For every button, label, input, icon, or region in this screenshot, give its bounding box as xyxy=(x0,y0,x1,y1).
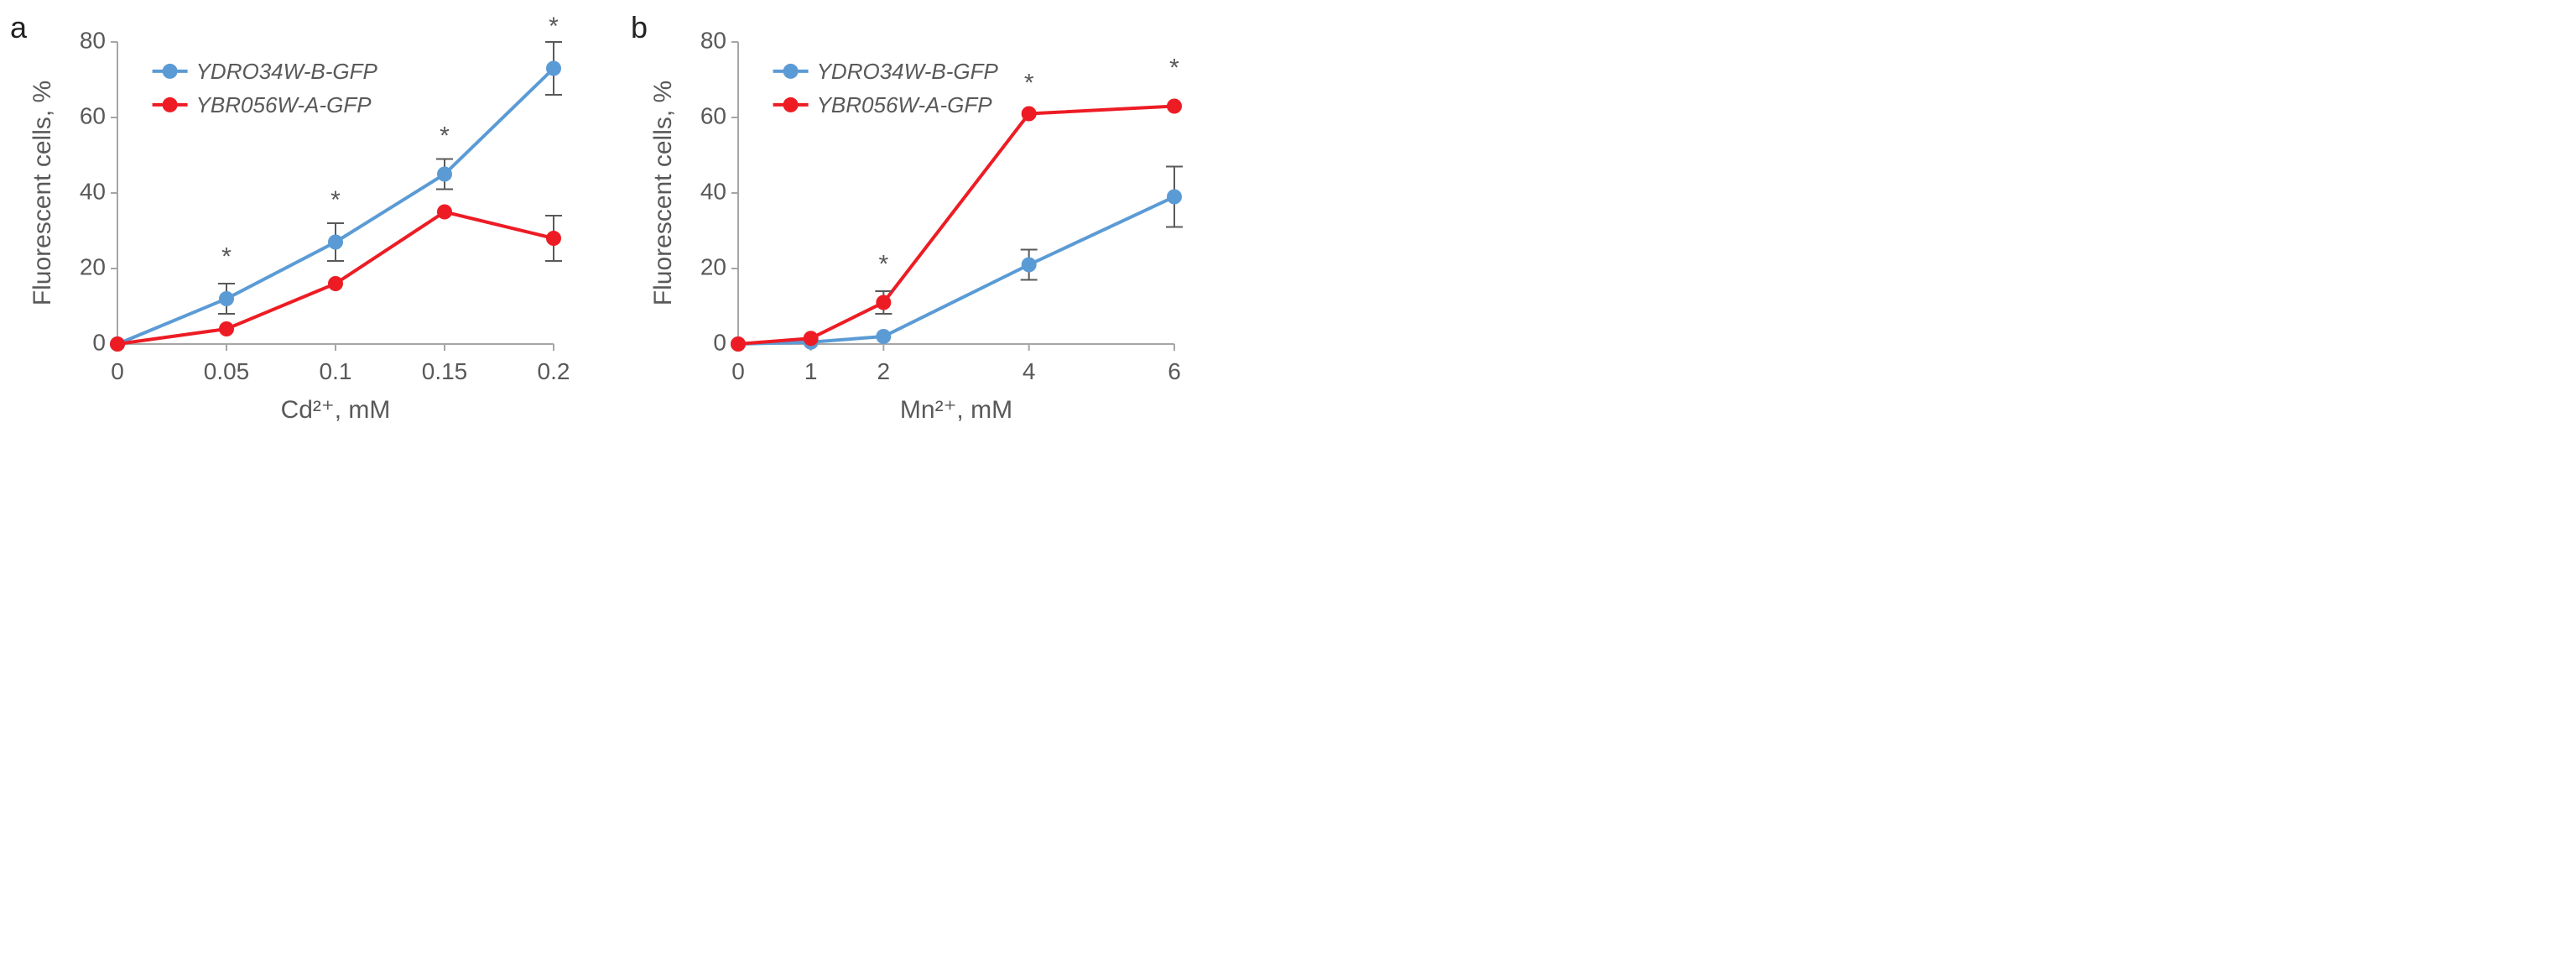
data-marker xyxy=(110,336,125,352)
figure-row: a02040608000.050.10.150.2Fluorescent cel… xyxy=(17,17,2559,428)
legend-label: YDRO34W-B-GFP xyxy=(196,59,378,84)
panel-label: b xyxy=(631,10,648,45)
data-marker xyxy=(876,295,891,310)
x-tick-label: 0 xyxy=(731,358,745,384)
data-marker xyxy=(876,329,891,344)
data-marker xyxy=(219,291,234,306)
legend-label: YDRO34W-B-GFP xyxy=(817,59,999,84)
x-tick-label: 2 xyxy=(877,358,891,384)
chart-svg: 0 20 40 60 80 0 0.05 0.1 0.15 0.2 Fluorescent cell… xyxy=(17,17,587,428)
x-tick-label: 0.05 xyxy=(204,358,250,384)
x-tick-label: 1 xyxy=(804,358,818,384)
x-tick-label: 0.1 xyxy=(320,358,352,384)
data-marker xyxy=(1167,190,1182,205)
data-marker xyxy=(731,336,746,352)
data-marker xyxy=(219,321,234,336)
significance-star: * xyxy=(330,186,341,214)
y-tick-label: 20 xyxy=(80,253,106,279)
data-marker xyxy=(546,231,561,246)
data-marker xyxy=(437,205,452,220)
significance-star: * xyxy=(878,251,888,279)
chart-panel: b02040608001246Fluorescent cells, %Mn²⁺,… xyxy=(637,17,1208,428)
significance-star: * xyxy=(1169,55,1179,82)
y-axis-label: Fluorescent cells, % xyxy=(29,81,56,305)
significance-star: * xyxy=(440,123,450,150)
y-tick-label: 60 xyxy=(80,102,106,128)
y-axis-label: Fluorescent cells, % xyxy=(649,81,677,305)
x-tick-label: 4 xyxy=(1023,358,1036,384)
chart-svg: 0 20 40 60 80 0 1 2 4 6 Fluorescent cells, % Mn²⁺, … xyxy=(637,17,1208,428)
legend-label: YBR056W-A-GFP xyxy=(196,92,372,117)
x-tick-label: 0 xyxy=(111,358,124,384)
data-marker xyxy=(1022,107,1037,122)
data-marker xyxy=(1167,99,1182,114)
significance-star: * xyxy=(221,243,232,271)
significance-star: * xyxy=(1024,70,1034,97)
y-tick-label: 40 xyxy=(700,178,726,204)
data-marker xyxy=(437,167,452,182)
y-tick-label: 80 xyxy=(700,27,726,53)
y-tick-label: 40 xyxy=(80,178,106,204)
y-tick-label: 80 xyxy=(80,27,106,53)
y-tick-label: 0 xyxy=(713,329,726,355)
x-axis-label: Cd²⁺, mM xyxy=(281,396,391,424)
x-axis-label: Mn²⁺, mM xyxy=(900,396,1012,424)
chart-panel: a02040608000.050.10.150.2Fluorescent cel… xyxy=(17,17,587,428)
x-tick-label: 0.2 xyxy=(538,358,570,384)
data-marker xyxy=(804,331,819,346)
y-tick-label: 20 xyxy=(700,253,726,279)
y-tick-label: 60 xyxy=(700,102,726,128)
data-marker xyxy=(1022,258,1037,273)
y-tick-label: 0 xyxy=(92,329,106,355)
x-tick-label: 6 xyxy=(1168,358,1181,384)
panel-label: a xyxy=(10,10,27,45)
data-marker xyxy=(328,276,343,291)
x-tick-label: 0.15 xyxy=(422,358,468,384)
significance-star: * xyxy=(549,17,559,40)
legend-label: YBR056W-A-GFP xyxy=(817,92,993,117)
data-marker xyxy=(328,235,343,250)
data-marker xyxy=(546,61,561,76)
